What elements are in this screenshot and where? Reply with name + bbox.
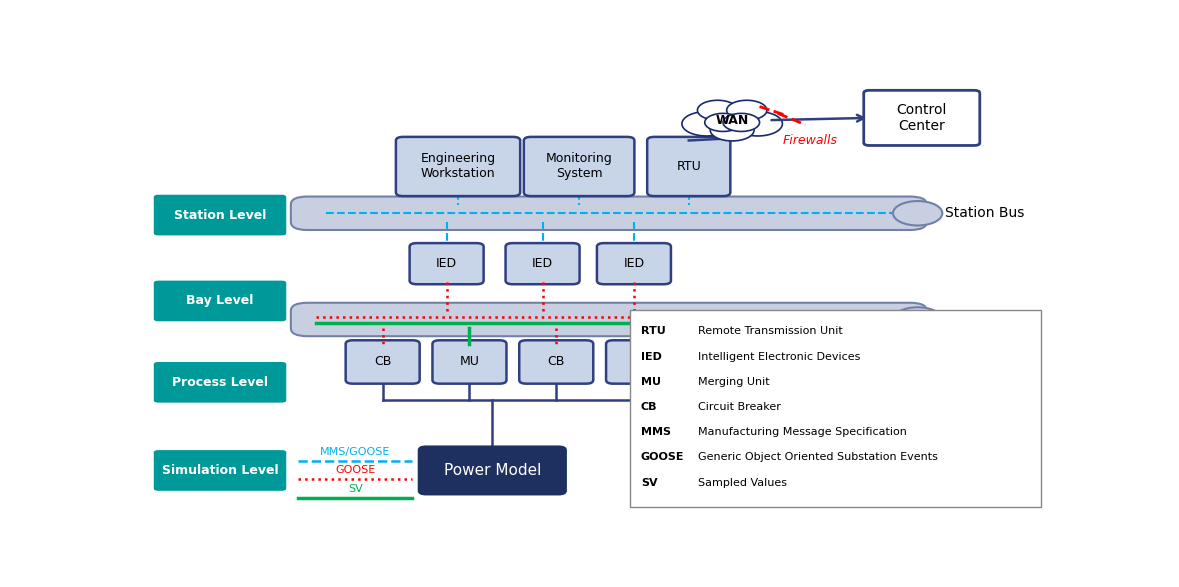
Text: Monitoring
System: Monitoring System [546,153,612,180]
Text: Generic Object Oriented Substation Events: Generic Object Oriented Substation Event… [698,453,938,463]
Circle shape [710,119,755,141]
Circle shape [893,307,942,332]
Text: Process Bus: Process Bus [946,312,1027,326]
Text: IED: IED [624,257,645,270]
Text: Manufacturing Message Specification: Manufacturing Message Specification [698,427,907,437]
Text: Remote Transmission Unit: Remote Transmission Unit [698,326,843,336]
Text: MU: MU [460,356,480,369]
Text: Control
Center: Control Center [896,103,947,133]
FancyBboxPatch shape [291,197,927,230]
FancyBboxPatch shape [519,340,593,384]
Text: WAN: WAN [716,114,749,127]
Text: CB: CB [547,356,565,369]
Text: MMS: MMS [641,427,671,437]
Text: IED: IED [436,257,457,270]
Text: Intelligent Electronic Devices: Intelligent Electronic Devices [698,352,861,362]
Text: IED: IED [532,257,553,270]
Text: Merging Unit: Merging Unit [698,377,770,387]
Text: Station Level: Station Level [173,208,266,221]
Text: RTU: RTU [641,326,665,336]
FancyBboxPatch shape [153,362,286,403]
FancyBboxPatch shape [396,137,520,196]
Text: Power Model: Power Model [443,463,541,478]
Circle shape [698,100,738,120]
Text: Engineering
Workstation: Engineering Workstation [421,153,495,180]
Text: Firewalls: Firewalls [783,134,837,147]
Circle shape [723,113,759,131]
Text: Process Level: Process Level [172,376,268,389]
Text: Bay Level: Bay Level [186,295,253,308]
Text: GOOSE: GOOSE [641,453,684,463]
FancyBboxPatch shape [409,243,483,284]
Text: SV: SV [348,484,363,494]
FancyBboxPatch shape [597,243,671,284]
Text: Sampled Values: Sampled Values [698,478,788,488]
Circle shape [705,113,742,131]
Text: MU: MU [633,356,653,369]
FancyBboxPatch shape [291,303,927,336]
FancyBboxPatch shape [647,137,730,196]
FancyBboxPatch shape [153,281,286,321]
FancyBboxPatch shape [433,340,507,384]
FancyBboxPatch shape [506,243,580,284]
Text: MMS/GOOSE: MMS/GOOSE [320,447,390,457]
FancyBboxPatch shape [153,195,286,235]
FancyBboxPatch shape [345,340,420,384]
Circle shape [893,201,942,225]
FancyBboxPatch shape [606,340,680,384]
Circle shape [702,105,763,135]
Text: IED: IED [641,352,661,362]
Text: CB: CB [641,402,657,412]
Text: CB: CB [374,356,391,369]
Circle shape [681,112,731,136]
Text: SV: SV [641,478,658,488]
Text: MU: MU [641,377,660,387]
Circle shape [726,100,766,120]
Text: Circuit Breaker: Circuit Breaker [698,402,782,412]
FancyBboxPatch shape [864,90,980,146]
Text: GOOSE: GOOSE [335,465,375,475]
FancyBboxPatch shape [153,450,286,491]
Text: RTU: RTU [677,160,702,173]
Text: Simulation Level: Simulation Level [162,464,278,477]
Circle shape [733,112,783,136]
FancyBboxPatch shape [630,310,1041,507]
Text: Station Bus: Station Bus [946,206,1025,220]
FancyBboxPatch shape [523,137,634,196]
FancyBboxPatch shape [419,447,566,494]
